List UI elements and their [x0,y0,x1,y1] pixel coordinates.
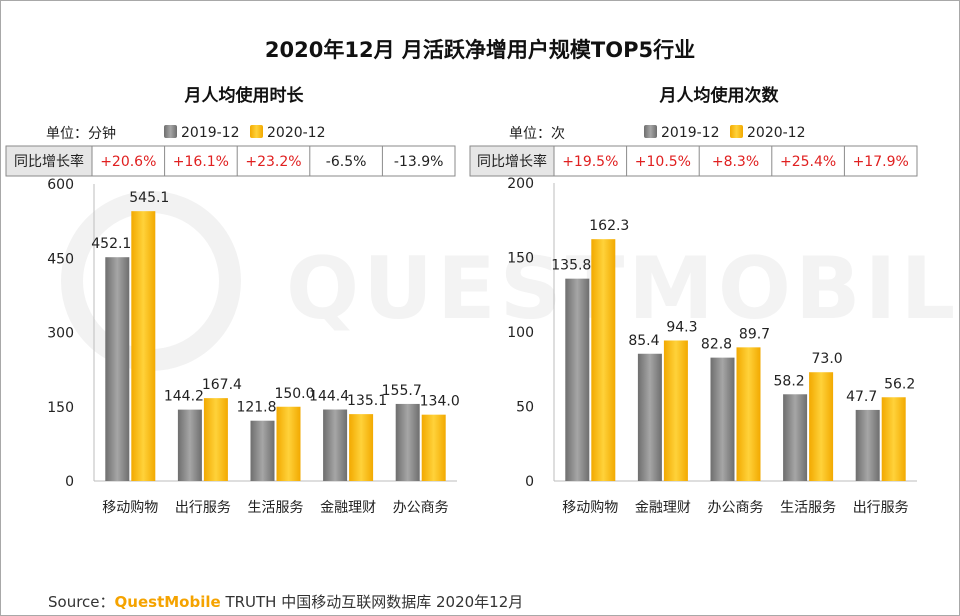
data-label: 135.1 [347,393,387,409]
y-tick-label: 150 [507,251,534,267]
y-tick-label: 0 [525,474,534,490]
chart-title: 月人均使用时长 [184,85,305,106]
yoy-value: +25.4% [780,154,836,170]
data-label: 58.2 [774,373,805,389]
x-tick-label: 移动购物 [102,500,158,516]
chart-title: 月人均使用次数 [659,85,780,106]
bar-2019-12 [783,394,808,481]
bar-2019-12 [710,357,735,481]
legend-label: 2020-12 [747,125,806,141]
bar-2020-12 [349,414,374,481]
legend-label: 2020-12 [267,125,326,141]
y-tick-label: 300 [47,326,74,342]
y-tick-label: 600 [47,177,74,193]
x-tick-label: 办公商务 [708,500,764,516]
yoy-row-label: 同比增长率 [14,153,84,170]
yoy-value: +17.9% [853,154,909,170]
source-prefix: Source： [48,593,115,611]
yoy-value: +20.6% [100,154,156,170]
bar-2020-12 [203,398,228,481]
yoy-header-cell [470,146,554,176]
yoy-value: +8.3% [712,154,759,170]
legend-swatch [730,125,743,138]
legend-swatch [164,125,177,138]
bar-2019-12 [637,353,662,481]
y-tick-label: 50 [516,400,534,416]
data-label: 144.2 [164,389,204,405]
source-rest: TRUTH 中国移动互联网数据库 2020年12月 [220,593,524,611]
yoy-value: -6.5% [326,154,367,170]
bar-2019-12 [177,409,202,481]
x-tick-label: 金融理财 [635,500,691,516]
x-tick-label: 生活服务 [780,500,836,516]
x-tick-label: 生活服务 [248,500,304,516]
bar-2020-12 [663,340,688,481]
data-label: 47.7 [846,389,877,405]
data-label: 155.7 [382,383,422,399]
bar-2020-12 [881,397,906,481]
y-tick-label: 200 [507,176,534,192]
yoy-row-label: 同比增长率 [477,153,547,170]
bar-2019-12 [323,409,348,481]
unit-label: 单位：次 [509,126,565,142]
y-tick-label: 150 [47,400,74,416]
yoy-value: -13.9% [394,154,444,170]
data-label: 82.8 [701,337,732,353]
yoy-value: +23.2% [245,154,301,170]
yoy-value: +10.5% [635,154,691,170]
y-tick-label: 100 [507,325,534,341]
data-label: 452.1 [91,236,131,252]
bar-2020-12 [591,239,616,481]
data-label: 56.2 [884,376,915,392]
data-label: 545.1 [129,190,169,206]
legend-swatch [250,125,263,138]
bar-2019-12 [105,257,130,481]
data-label: 162.3 [589,218,629,234]
source-brand: QuestMobile [114,593,221,611]
yoy-value: +19.5% [562,154,618,170]
data-label: 121.8 [236,400,276,416]
yoy-header-cell [6,146,92,176]
bar-2020-12 [421,414,446,481]
x-tick-label: 金融理财 [320,500,376,516]
data-label: 73.0 [812,351,843,367]
bar-2020-12 [736,347,761,481]
x-tick-label: 办公商务 [393,500,449,516]
data-label: 94.3 [666,319,697,335]
bar-2019-12 [565,278,590,481]
legend-swatch [644,125,657,138]
data-label: 167.4 [202,377,242,393]
source-note: Source：QuestMobile TRUTH 中国移动互联网数据库 2020… [48,591,523,612]
legend-label: 2019-12 [181,125,240,141]
page-title: 2020年12月 月活跃净增用户规模TOP5行业 [264,38,696,62]
yoy-value: +16.1% [173,154,229,170]
unit-label: 单位：分钟 [46,125,116,142]
data-label: 85.4 [628,333,659,349]
y-tick-label: 0 [65,474,74,490]
yoy-table-border [5,145,456,177]
legend-label: 2019-12 [661,125,720,141]
x-tick-label: 出行服务 [175,500,231,516]
x-tick-label: 出行服务 [853,500,909,516]
data-label: 135.8 [551,258,591,274]
bar-2019-12 [395,403,420,481]
bar-2020-12 [809,372,834,481]
bar-2020-12 [276,406,301,481]
data-label: 89.7 [739,326,770,342]
data-label: 150.0 [274,386,314,402]
yoy-table-border [469,145,918,177]
data-label: 144.4 [309,389,349,405]
bar-2019-12 [250,420,275,481]
y-tick-label: 450 [47,251,74,267]
bar-2020-12 [131,211,156,481]
bar-2019-12 [855,409,880,481]
data-label: 134.0 [420,394,460,410]
x-tick-label: 移动购物 [562,500,618,516]
